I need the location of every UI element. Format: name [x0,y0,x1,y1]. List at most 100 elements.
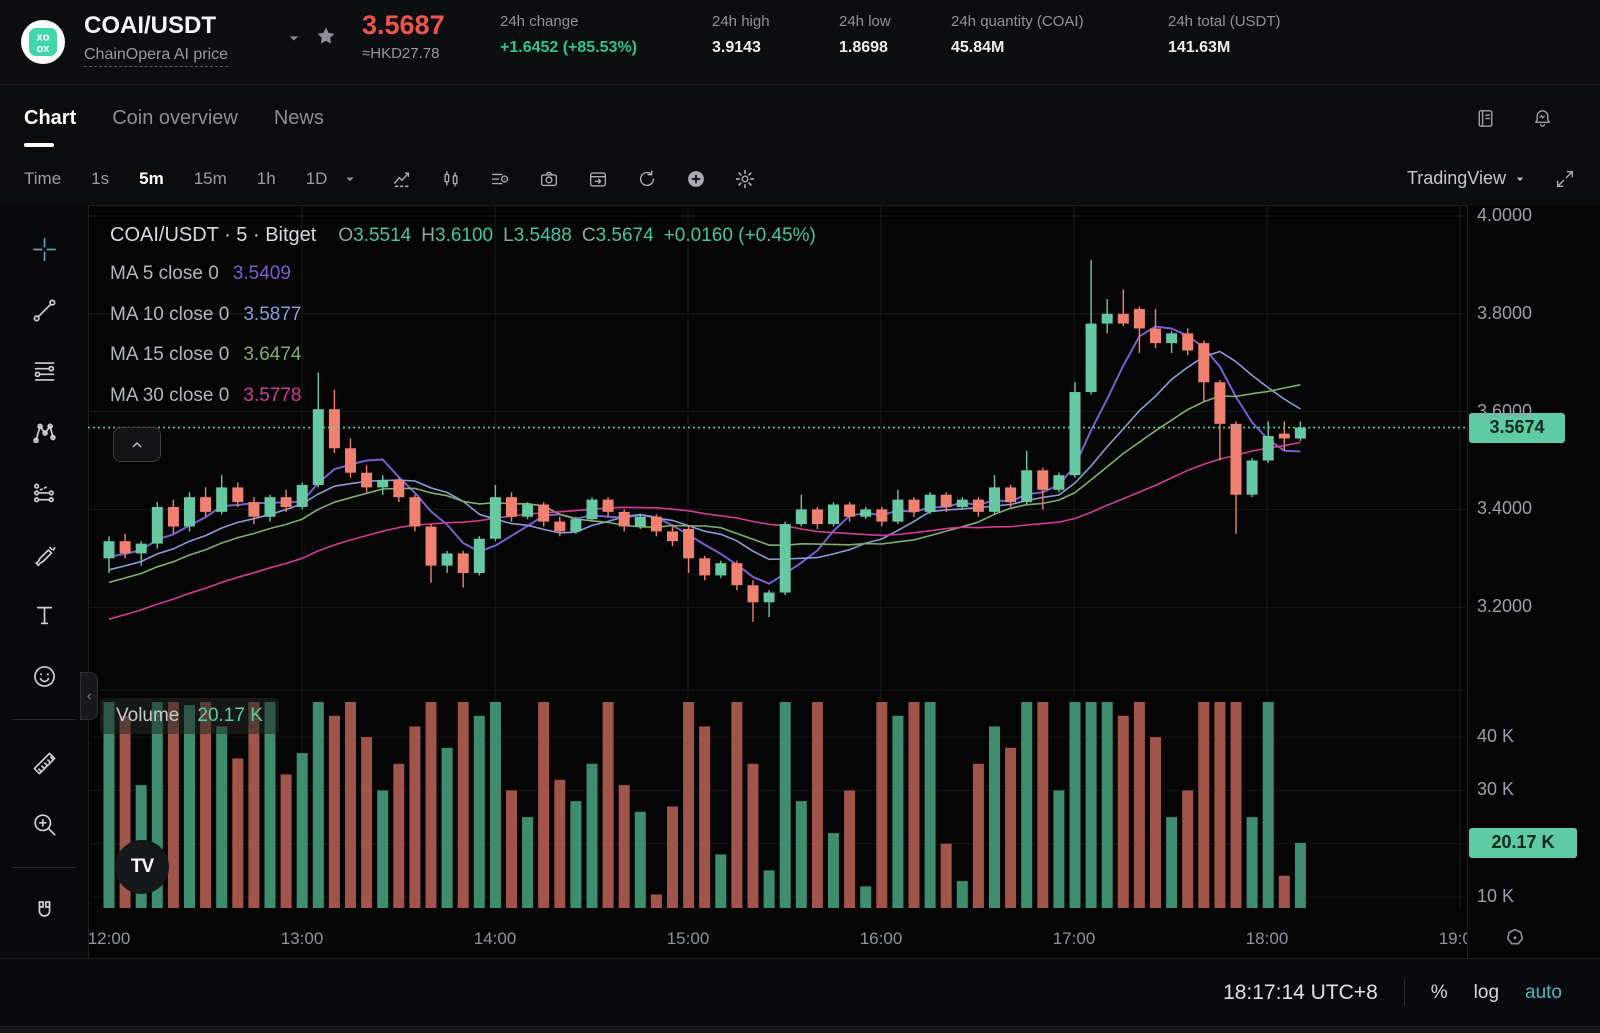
interval-15m[interactable]: 15m [193,168,227,188]
candle-body [1069,392,1081,476]
indicators-icon[interactable] [385,162,419,196]
brush-icon[interactable] [22,532,66,576]
scale-option-%[interactable]: % [1430,981,1448,1003]
legend-collapse-button[interactable] [113,427,161,462]
undo-icon[interactable] [630,162,664,196]
clock-timezone[interactable]: 18:17:14 UTC+8 [1223,980,1378,1004]
candle-body [924,494,936,512]
volume-bar [103,702,115,908]
candle-body [634,516,646,527]
magnet-icon[interactable] [22,889,66,933]
text-icon[interactable] [22,593,66,637]
candle-body [811,509,823,525]
ruler-icon[interactable] [22,741,66,785]
candle-body [103,541,115,559]
candle-body [1021,470,1033,503]
interval-1d[interactable]: 1D [305,168,328,188]
volume-bar [216,726,228,908]
chart-properties-icon[interactable] [1502,925,1528,951]
candle-body [1214,382,1226,424]
add-icon[interactable] [679,162,713,196]
volume-bar [296,753,308,908]
volume-bar [1005,747,1017,908]
volume-bar [860,886,872,908]
pair-subtitle[interactable]: ChainOpera AI price [84,46,229,67]
caret-down-icon[interactable] [284,28,304,48]
fib-retracement-icon[interactable] [22,349,66,393]
volume-bar [731,702,743,908]
emoji-icon[interactable] [22,654,66,698]
provider-menu[interactable]: TradingView [1407,168,1528,189]
volume-bar [522,817,534,908]
volume-bar [151,702,163,908]
candle-body [473,538,485,573]
caret-down-icon[interactable] [341,170,359,188]
time-axis[interactable]: 12:00 13:00 14:00 15:00 16:00 17:00 18:00 19:00 [88,908,1467,958]
volume-bar [409,726,421,908]
price-alert-icon[interactable] [1531,107,1554,130]
volume-bar [1037,702,1049,908]
candle-body [506,497,517,517]
sidebar-collapse-handle[interactable] [80,672,98,720]
candle-body [393,480,405,498]
candle-body [715,563,727,576]
price-axis[interactable] [1467,205,1600,958]
drawing-tools [0,205,88,1011]
volume-bar [489,702,501,908]
candle-body [908,499,920,512]
candle-body [1198,343,1210,383]
candle-body [119,541,131,554]
tab-chart[interactable]: Chart [24,107,77,147]
volume-bar [924,702,936,908]
candle-body [232,487,244,503]
display-settings-icon[interactable] [483,162,517,196]
projection-icon[interactable] [22,471,66,515]
candle-body [1053,475,1065,490]
volume-bar [200,702,212,908]
divider [1403,979,1405,1006]
volume-bar [618,785,630,908]
pattern-icon[interactable] [22,410,66,454]
scale-option-auto[interactable]: auto [1525,981,1562,1003]
settings-gear-icon[interactable] [728,162,762,196]
fullscreen-icon[interactable] [1554,168,1576,190]
stat-label: 24h change [500,13,579,30]
fiat-price: ≈HKD27.78 [362,45,440,62]
candle-body [151,506,163,544]
interval-time[interactable]: Time [24,168,62,188]
bar-replay-icon[interactable] [581,162,615,196]
tab-news[interactable]: News [273,107,324,129]
scale-option-log[interactable]: log [1473,981,1500,1003]
interval-5m[interactable]: 5m [139,168,164,188]
volume-bar [1021,702,1033,908]
candle-body [1085,323,1097,393]
candle-body [1101,313,1113,324]
compare-icon[interactable] [434,162,468,196]
volume-bar [1214,702,1226,908]
star-icon[interactable] [314,24,338,48]
scale-options: % log auto [1431,982,1562,1004]
candle-body [280,497,292,507]
candle-body [1262,436,1274,461]
volume-bar [892,715,904,908]
zoom-in-icon[interactable] [22,802,66,846]
candle-body [1278,433,1290,439]
trend-line-icon[interactable] [22,288,66,332]
tab-coin-overview[interactable]: Coin overview [112,107,238,129]
camera-icon[interactable] [532,162,566,196]
volume-bar [683,702,695,908]
divider [12,719,76,720]
volume-bar [361,737,373,908]
candle-body [989,487,1000,512]
candle-body [248,502,260,517]
ma-10-line [108,350,1301,571]
interval-1h[interactable]: 1h [256,168,276,188]
volume-bar [650,894,662,908]
interval-1s[interactable]: 1s [91,168,110,188]
crosshair-icon[interactable] [22,227,66,271]
candle-body [135,543,147,554]
volume-bar [763,870,775,908]
tradingview-logo[interactable]: TV [115,840,169,894]
candlestick-chart[interactable] [88,205,1467,908]
news-feed-icon[interactable] [1474,107,1497,130]
